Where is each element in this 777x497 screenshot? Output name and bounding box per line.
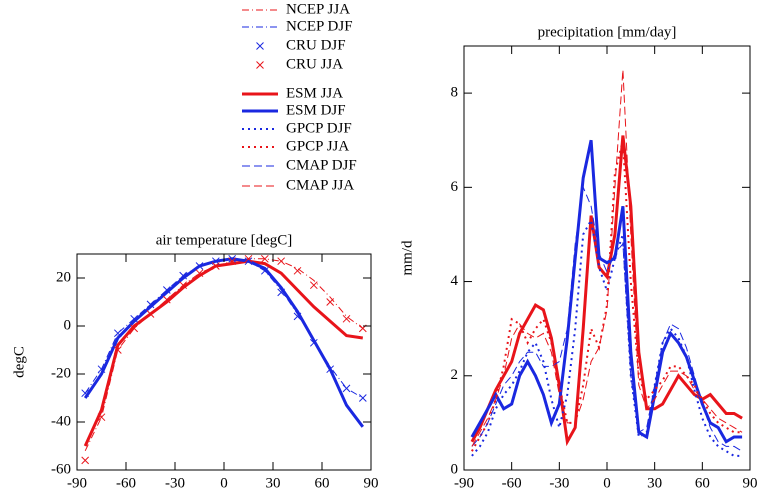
cross-marker bbox=[113, 329, 122, 338]
y-tick-label: 4 bbox=[451, 273, 459, 289]
series-line bbox=[471, 217, 743, 457]
x-tick-label: 90 bbox=[743, 475, 758, 491]
series-line bbox=[84, 258, 364, 452]
cross-marker bbox=[146, 310, 155, 318]
x-tick-label: 30 bbox=[647, 475, 662, 491]
x-tick-label: -90 bbox=[454, 475, 474, 491]
cross-marker bbox=[260, 254, 269, 263]
legend-label: CMAP DJF bbox=[286, 157, 357, 173]
legend-label: ESM DJF bbox=[286, 102, 346, 118]
series-line bbox=[83, 257, 364, 428]
legend-label: NCEP DJF bbox=[286, 18, 353, 34]
y-tick-label: -20 bbox=[51, 365, 71, 381]
y-tick-label: 2 bbox=[451, 367, 459, 383]
cross-marker bbox=[130, 314, 139, 323]
cross-marker bbox=[81, 456, 90, 465]
cross-marker bbox=[211, 262, 220, 270]
x-tick-label: -30 bbox=[165, 475, 185, 491]
cross-marker bbox=[342, 314, 351, 323]
cross-marker bbox=[342, 384, 351, 393]
chart-title: air temperature [degC] bbox=[156, 232, 293, 248]
chart-title: precipitation [mm/day] bbox=[538, 24, 677, 40]
x-tick-label: 60 bbox=[695, 475, 710, 491]
cross-marker bbox=[244, 254, 253, 263]
cross-marker bbox=[162, 295, 171, 304]
series-line bbox=[471, 69, 743, 447]
legend-label: CMAP JJA bbox=[286, 177, 354, 193]
x-tick-label: 0 bbox=[220, 475, 228, 491]
x-tick-label: 30 bbox=[266, 475, 281, 491]
cross-marker bbox=[228, 254, 237, 263]
cross-marker bbox=[195, 262, 204, 270]
x-tick-label: 0 bbox=[603, 475, 611, 491]
legend-label: NCEP JJA bbox=[286, 1, 350, 17]
cross-marker bbox=[277, 288, 286, 297]
legend-label: ESM JJA bbox=[286, 85, 343, 101]
cross-marker bbox=[97, 413, 106, 422]
x-tick-label: -60 bbox=[116, 475, 136, 491]
series-line bbox=[83, 259, 364, 447]
y-tick-label: 0 bbox=[451, 461, 459, 477]
y-tick-label: 6 bbox=[451, 179, 459, 195]
y-tick-label: -40 bbox=[51, 413, 71, 429]
cross-marker bbox=[228, 257, 237, 266]
cross-marker bbox=[195, 269, 204, 278]
x-tick-label: -60 bbox=[502, 475, 522, 491]
cross-marker bbox=[97, 365, 106, 374]
cross-marker bbox=[358, 394, 367, 402]
cross-marker bbox=[293, 266, 302, 275]
cross-marker bbox=[260, 266, 269, 275]
y-axis-label: mm/d bbox=[399, 240, 415, 276]
legend-label: CRU JJA bbox=[286, 56, 343, 72]
cross-marker bbox=[309, 281, 318, 290]
cross-marker bbox=[293, 312, 302, 321]
y-tick-label: 0 bbox=[64, 317, 72, 333]
cross-marker bbox=[162, 286, 171, 294]
cross-marker bbox=[179, 281, 188, 290]
y-tick-label: 8 bbox=[451, 85, 459, 101]
cross-marker bbox=[146, 300, 155, 309]
y-axis-label: degC bbox=[11, 346, 27, 378]
plot-area bbox=[470, 69, 743, 457]
legend-label: GPCP DJF bbox=[286, 120, 352, 136]
series-line bbox=[470, 139, 743, 444]
series-line bbox=[471, 139, 743, 452]
legend-label: CRU DJF bbox=[286, 37, 346, 53]
cross-marker bbox=[277, 257, 286, 266]
series-line bbox=[471, 185, 743, 452]
plot-area bbox=[83, 257, 364, 452]
cross-marker bbox=[179, 271, 188, 280]
y-tick-label: -60 bbox=[51, 461, 71, 477]
x-tick-label: -30 bbox=[549, 475, 569, 491]
y-tick-label: 20 bbox=[56, 269, 71, 285]
cross-marker bbox=[244, 257, 253, 266]
x-tick-label: 90 bbox=[364, 475, 379, 491]
cross-marker bbox=[309, 338, 318, 347]
cross-marker bbox=[326, 365, 335, 374]
cross-marker bbox=[113, 346, 122, 354]
legend-label: GPCP JJA bbox=[286, 138, 349, 154]
legend-marker bbox=[256, 42, 264, 50]
x-tick-label: -90 bbox=[67, 475, 87, 491]
cross-marker bbox=[130, 324, 139, 333]
cross-marker bbox=[326, 298, 335, 306]
legend-marker bbox=[256, 61, 264, 69]
cross-marker bbox=[81, 389, 90, 398]
x-tick-label: 60 bbox=[315, 475, 330, 491]
